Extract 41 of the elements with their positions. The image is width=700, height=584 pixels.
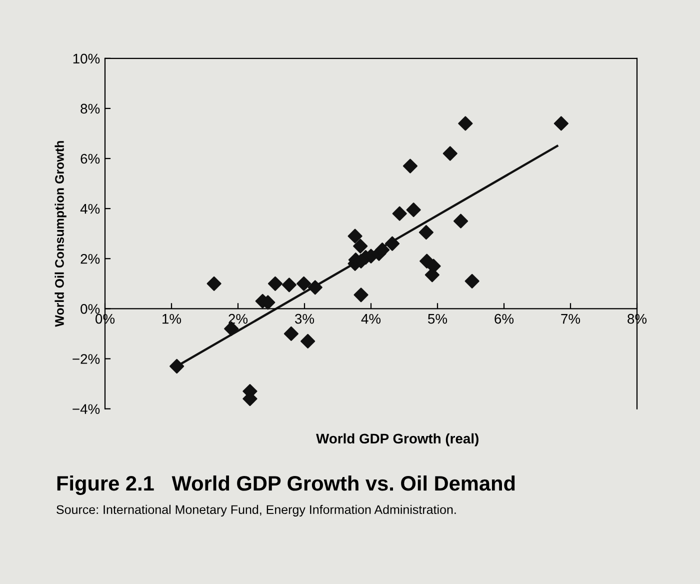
x-tick-label: 5% bbox=[428, 314, 448, 324]
x-tick-label: 7% bbox=[561, 314, 580, 324]
point bbox=[300, 334, 316, 349]
point bbox=[418, 225, 434, 240]
point bbox=[284, 326, 298, 341]
y-tick-label: 2% bbox=[80, 254, 100, 264]
y-axis-title: World Oil Consumption Growth bbox=[54, 141, 66, 327]
point bbox=[353, 238, 368, 254]
point bbox=[348, 228, 362, 244]
x-tick-label: 1% bbox=[162, 314, 182, 324]
point bbox=[442, 146, 458, 161]
x-tick-label: 4% bbox=[361, 314, 381, 324]
point bbox=[453, 214, 468, 228]
y-tick-label: 4% bbox=[80, 204, 100, 214]
point bbox=[282, 278, 296, 292]
y-tick-label: −2% bbox=[72, 354, 100, 364]
point bbox=[268, 276, 283, 291]
y-tick-label: −4% bbox=[72, 404, 100, 414]
point bbox=[464, 274, 480, 288]
point bbox=[384, 236, 400, 251]
x-axis-title: World GDP Growth (real) bbox=[316, 433, 478, 446]
point bbox=[392, 206, 407, 221]
point bbox=[424, 268, 440, 282]
y-tick-label: 0% bbox=[80, 304, 100, 314]
x-tick-label: 6% bbox=[494, 314, 514, 324]
point bbox=[206, 276, 222, 291]
point bbox=[458, 116, 473, 131]
text: Figure 2.1 World GDP Growth vs. Oil Demand bbox=[57, 475, 515, 495]
y-tick-label: 10% bbox=[73, 54, 100, 64]
point bbox=[406, 202, 421, 218]
point bbox=[375, 242, 390, 258]
point bbox=[554, 116, 568, 131]
point bbox=[170, 358, 184, 374]
point bbox=[354, 288, 368, 302]
x-tick-label: 3% bbox=[294, 314, 314, 324]
point bbox=[402, 158, 418, 174]
point bbox=[296, 276, 312, 291]
y-tick-label: 6% bbox=[80, 154, 100, 164]
y-tick-label: 8% bbox=[80, 104, 100, 114]
source-note: Source: International Monetary Fund, Energy Information Administration. bbox=[56, 504, 456, 517]
point bbox=[308, 280, 322, 295]
